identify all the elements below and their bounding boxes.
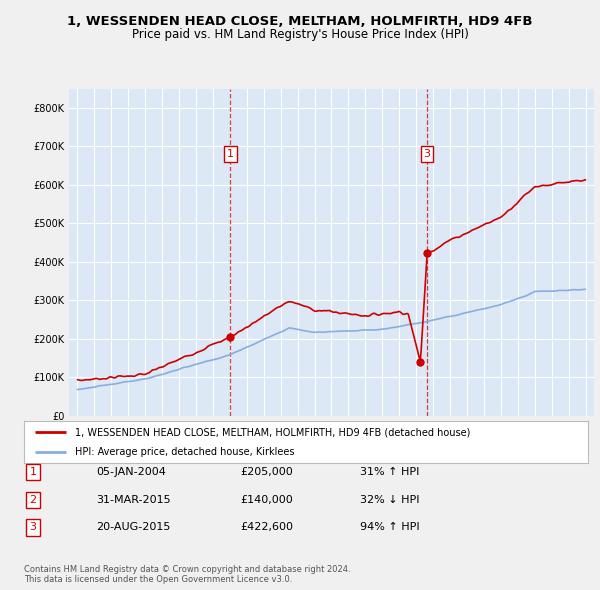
Text: £422,600: £422,600 — [240, 523, 293, 532]
Text: 1: 1 — [227, 149, 234, 159]
Text: 2: 2 — [29, 495, 37, 504]
Text: 1, WESSENDEN HEAD CLOSE, MELTHAM, HOLMFIRTH, HD9 4FB: 1, WESSENDEN HEAD CLOSE, MELTHAM, HOLMFI… — [67, 15, 533, 28]
Text: £205,000: £205,000 — [240, 467, 293, 477]
Text: HPI: Average price, detached house, Kirklees: HPI: Average price, detached house, Kirk… — [75, 447, 294, 457]
Text: 32% ↓ HPI: 32% ↓ HPI — [360, 495, 419, 504]
Text: 1: 1 — [29, 467, 37, 477]
Text: 1, WESSENDEN HEAD CLOSE, MELTHAM, HOLMFIRTH, HD9 4FB (detached house): 1, WESSENDEN HEAD CLOSE, MELTHAM, HOLMFI… — [75, 427, 470, 437]
Text: 05-JAN-2004: 05-JAN-2004 — [96, 467, 166, 477]
Text: 31% ↑ HPI: 31% ↑ HPI — [360, 467, 419, 477]
Text: 3: 3 — [29, 523, 37, 532]
Text: £140,000: £140,000 — [240, 495, 293, 504]
Text: 20-AUG-2015: 20-AUG-2015 — [96, 523, 170, 532]
Text: 31-MAR-2015: 31-MAR-2015 — [96, 495, 170, 504]
Text: 3: 3 — [424, 149, 431, 159]
Text: Price paid vs. HM Land Registry's House Price Index (HPI): Price paid vs. HM Land Registry's House … — [131, 28, 469, 41]
Text: Contains HM Land Registry data © Crown copyright and database right 2024.
This d: Contains HM Land Registry data © Crown c… — [24, 565, 350, 584]
Text: 94% ↑ HPI: 94% ↑ HPI — [360, 523, 419, 532]
